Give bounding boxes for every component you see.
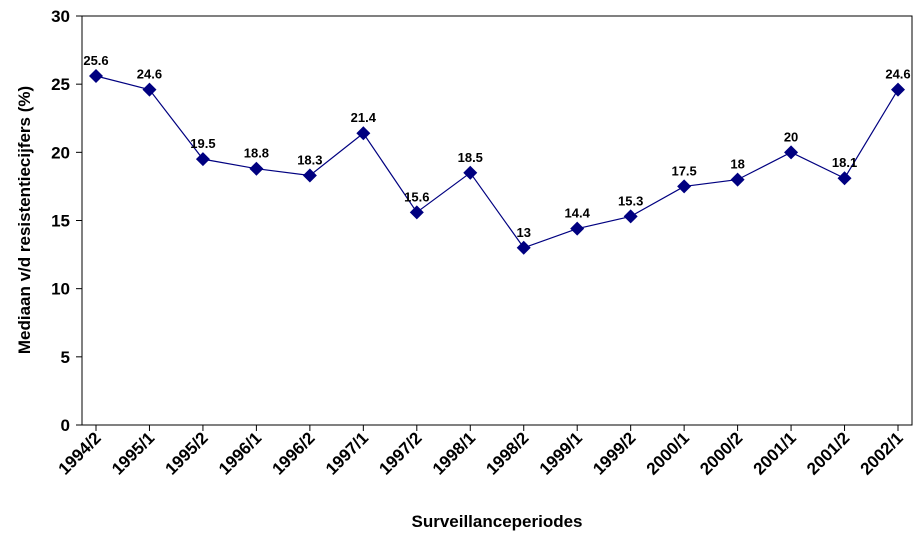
series-line <box>95 75 899 249</box>
data-point <box>195 152 210 167</box>
data-label: 18.8 <box>244 146 269 161</box>
y-axis-title: Mediaan v/d resistentiecijfers (%) <box>15 86 34 354</box>
data-label: 15.3 <box>618 193 643 208</box>
data-label: 24.6 <box>137 67 162 82</box>
data-point <box>516 240 531 255</box>
x-tick-label: 1997/1 <box>322 428 372 478</box>
x-tick-label: 1998/1 <box>429 428 479 478</box>
data-point <box>463 165 478 180</box>
data-label: 18.5 <box>458 150 483 165</box>
data-point <box>730 172 745 187</box>
y-tick-label: 10 <box>51 280 70 299</box>
data-point <box>784 145 799 160</box>
data-label: 14.4 <box>565 206 591 221</box>
y-tick-label: 0 <box>61 416 70 435</box>
x-tick-label: 2001/1 <box>750 428 800 478</box>
x-tick-label: 1994/2 <box>55 428 105 478</box>
data-point <box>356 126 371 141</box>
x-tick-label: 1997/2 <box>375 428 425 478</box>
data-label: 24.6 <box>885 67 910 82</box>
data-point <box>623 209 638 224</box>
data-point <box>837 171 852 186</box>
data-point <box>89 68 103 83</box>
data-label: 21.4 <box>351 110 377 125</box>
y-tick-label: 25 <box>51 75 70 94</box>
x-tick-label: 2001/2 <box>803 428 853 478</box>
x-tick-label: 1998/2 <box>482 428 532 478</box>
x-tick-label: 1999/1 <box>536 428 586 478</box>
x-tick-label: 1996/2 <box>268 428 318 478</box>
data-label: 13 <box>516 225 530 240</box>
data-label: 19.5 <box>190 136 215 151</box>
x-tick-label: 1996/1 <box>215 428 265 478</box>
data-label: 18.1 <box>832 155 857 170</box>
y-tick-label: 20 <box>51 143 70 162</box>
x-tick-label: 2002/1 <box>857 428 907 478</box>
data-point <box>249 161 264 176</box>
x-tick-label: 1995/1 <box>108 428 158 478</box>
data-point <box>302 168 317 183</box>
data-label: 18.3 <box>297 153 322 168</box>
data-label: 20 <box>784 129 798 144</box>
x-tick-label: 2000/1 <box>643 428 693 478</box>
y-tick-label: 15 <box>51 212 70 231</box>
data-point <box>891 82 905 97</box>
data-point <box>677 179 692 194</box>
data-label: 17.5 <box>671 163 696 178</box>
data-label: 18 <box>730 157 744 172</box>
data-point <box>142 82 157 97</box>
x-tick-label: 2000/2 <box>696 428 746 478</box>
data-point <box>570 221 585 236</box>
plot-area <box>81 15 913 426</box>
y-tick-label: 30 <box>51 7 70 26</box>
x-tick-label: 1999/2 <box>589 428 639 478</box>
data-label: 25.6 <box>83 53 108 68</box>
data-point <box>409 205 424 220</box>
x-axis-title: Surveillanceperiodes <box>411 512 582 531</box>
data-label: 15.6 <box>404 189 429 204</box>
y-tick-label: 5 <box>61 348 70 367</box>
x-tick-label: 1995/2 <box>162 428 212 478</box>
